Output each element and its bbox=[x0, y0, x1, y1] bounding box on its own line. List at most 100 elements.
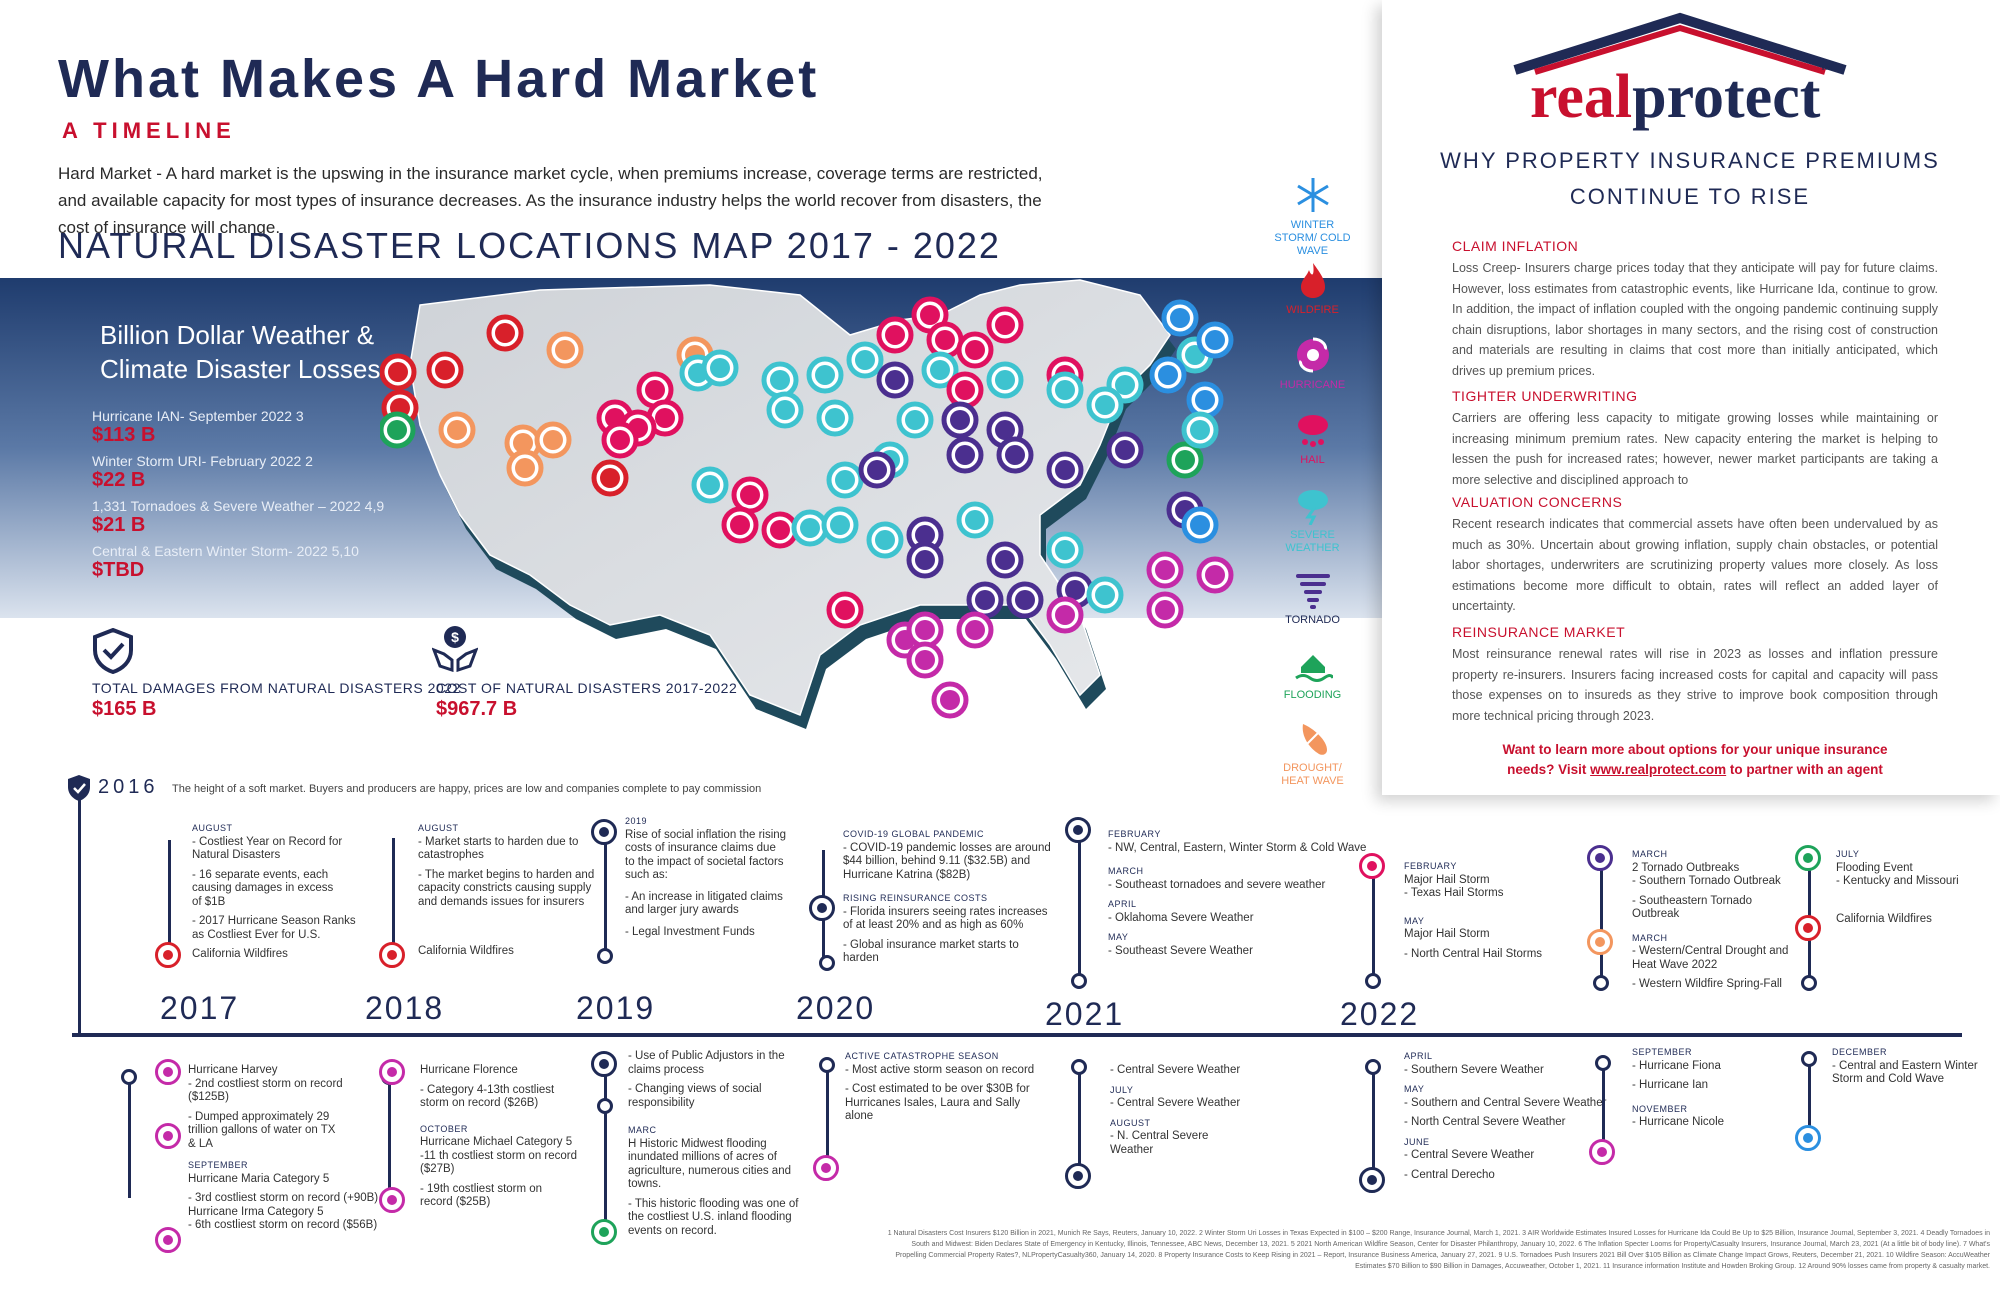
timeline-dot bbox=[1593, 975, 1609, 991]
map-marker-icon bbox=[513, 433, 533, 453]
map-marker-icon bbox=[920, 305, 940, 325]
legend-item-tornado: TORNADO bbox=[1270, 570, 1355, 627]
map-marker-icon bbox=[1175, 450, 1195, 470]
map-marker-icon bbox=[543, 430, 563, 450]
timeline-dot bbox=[1801, 1051, 1817, 1067]
map-marker-icon bbox=[835, 470, 855, 490]
timeline-event-icon bbox=[1359, 1167, 1385, 1193]
timeline-event-icon bbox=[379, 942, 405, 968]
map-marker-icon bbox=[955, 380, 975, 400]
flood-icon bbox=[1294, 655, 1333, 682]
map-marker-icon bbox=[655, 408, 675, 428]
loss-label: Hurricane IAN- September 2022 3 bbox=[92, 408, 304, 424]
map-marker-icon bbox=[995, 370, 1015, 390]
loss-label: Winter Storm URI- February 2022 2 bbox=[92, 453, 313, 469]
map-marker-icon bbox=[965, 620, 985, 640]
map-marker-icon bbox=[730, 515, 750, 535]
map-marker-icon bbox=[1095, 395, 1115, 415]
map-marker-icon bbox=[1190, 515, 1210, 535]
snowflake-icon bbox=[1296, 178, 1329, 212]
map-marker-icon bbox=[645, 380, 665, 400]
map-marker-icon bbox=[1055, 605, 1075, 625]
timeline-dot bbox=[819, 1057, 835, 1073]
timeline-event-icon bbox=[1065, 1163, 1091, 1189]
map-marker-icon bbox=[740, 485, 760, 505]
page-subtitle: A TIMELINE bbox=[62, 118, 236, 143]
map-marker-icon bbox=[867, 460, 887, 480]
map-marker-icon bbox=[930, 360, 950, 380]
logo[interactable]: realprotect™ bbox=[1530, 62, 1833, 131]
map-marker-icon bbox=[855, 350, 875, 370]
timeline-event-icon bbox=[591, 1219, 617, 1245]
map-marker-icon bbox=[1115, 440, 1135, 460]
map-marker-icon bbox=[955, 445, 975, 465]
timeline-entry-2017-top: AUGUST - Costliest Year on Record for Nat… bbox=[192, 823, 356, 960]
map-marker-icon bbox=[1170, 308, 1190, 328]
year-label: 2018 bbox=[365, 990, 445, 1026]
timeline-event-icon bbox=[1589, 1139, 1615, 1165]
logo-roof-icon bbox=[1513, 12, 1847, 75]
legend-item-drought: DROUGHT/ HEAT WAVE bbox=[1270, 718, 1355, 788]
timeline-event-icon bbox=[1359, 853, 1385, 879]
map-marker-icon bbox=[965, 340, 985, 360]
timeline-dot bbox=[1365, 1059, 1381, 1075]
timeline-entry-2022b-top: MARCH 2 Tornado Outbreaks - Southern Torna… bbox=[1632, 849, 1789, 990]
timeline-pin bbox=[78, 800, 81, 1035]
section-body: Loss Creep- Insurers charge prices today… bbox=[1452, 261, 1938, 378]
map-marker-icon bbox=[1190, 420, 1210, 440]
timeline-axis bbox=[72, 1033, 1962, 1037]
hail-icon bbox=[1297, 415, 1328, 447]
section-heading: REINSURANCE MARKET bbox=[1452, 624, 1626, 640]
map-marker-icon bbox=[1155, 600, 1175, 620]
map-marker-icon bbox=[830, 515, 850, 535]
website-link[interactable]: www.realprotect.com bbox=[1590, 762, 1727, 777]
map-marker-icon bbox=[1055, 540, 1075, 560]
drought-icon bbox=[1297, 723, 1328, 755]
timeline-dot bbox=[1595, 1055, 1611, 1071]
map-marker-icon bbox=[775, 400, 795, 420]
map-marker-icon bbox=[915, 620, 935, 640]
timeline-entry-2022c-bottom: DECEMBER - Central and Eastern Winter Stor… bbox=[1832, 1047, 1978, 1085]
map-marker-icon bbox=[995, 550, 1015, 570]
map-marker-icon bbox=[388, 362, 408, 382]
map-marker-icon bbox=[940, 690, 960, 710]
legend-item-hail: HAIL bbox=[1270, 410, 1355, 467]
map-marker-icon bbox=[975, 590, 995, 610]
timeline-entry-2019-bottom: - Use of Public Adjustors in the claims p… bbox=[628, 1050, 799, 1237]
money-hands-icon: $ bbox=[432, 626, 478, 672]
map-marker-icon bbox=[1015, 590, 1035, 610]
map-marker-icon bbox=[885, 325, 905, 345]
timeline-entry-2018-bottom: Hurricane Florence - Category 4-13th cos… bbox=[420, 1064, 578, 1208]
timeline-dot bbox=[1071, 973, 1087, 989]
map-marker-icon bbox=[1205, 565, 1225, 585]
timeline-start-year: 2016 bbox=[98, 776, 159, 798]
map-marker-icon bbox=[387, 420, 407, 440]
tornado-icon bbox=[1295, 574, 1330, 609]
map-marker-icon bbox=[885, 370, 905, 390]
timeline-dot bbox=[597, 1098, 613, 1114]
map-marker-icon bbox=[555, 340, 575, 360]
loss-value: $22 B bbox=[92, 469, 146, 491]
stat-value: $165 B bbox=[92, 698, 157, 720]
timeline-entry-2017-bottom: Hurricane Harvey - 2nd costliest storm on… bbox=[188, 1064, 379, 1231]
map-marker-icon bbox=[1005, 445, 1025, 465]
map-marker-icon bbox=[800, 518, 820, 538]
timeline-dot bbox=[1365, 973, 1381, 989]
stat-label: TOTAL DAMAGES FROM NATURAL DISASTERS 202… bbox=[92, 680, 461, 696]
map-marker-icon bbox=[700, 475, 720, 495]
intro-paragraph: Hard Market - A hard market is the upswi… bbox=[58, 164, 1043, 237]
map-marker-icon bbox=[1065, 580, 1085, 600]
timeline-event-icon bbox=[379, 1059, 405, 1085]
map-marker-icon bbox=[770, 520, 790, 540]
map-marker-icon bbox=[1155, 560, 1175, 580]
section-heading: TIGHTER UNDERWRITING bbox=[1452, 388, 1638, 404]
section-heading: CLAIM INFLATION bbox=[1452, 238, 1579, 254]
map-marker-icon bbox=[495, 323, 515, 343]
map-marker-icon bbox=[915, 550, 935, 570]
loss-label: Central & Eastern Winter Storm- 2022 5,1… bbox=[92, 543, 359, 559]
legend-item-hurricane: HURRICANE bbox=[1270, 335, 1355, 392]
timeline-dot bbox=[819, 955, 835, 971]
timeline-event-icon bbox=[813, 1155, 839, 1181]
footnotes: 1 Natural Disasters Cost Insurers $120 B… bbox=[887, 1230, 1990, 1270]
map-marker-icon bbox=[995, 420, 1015, 440]
